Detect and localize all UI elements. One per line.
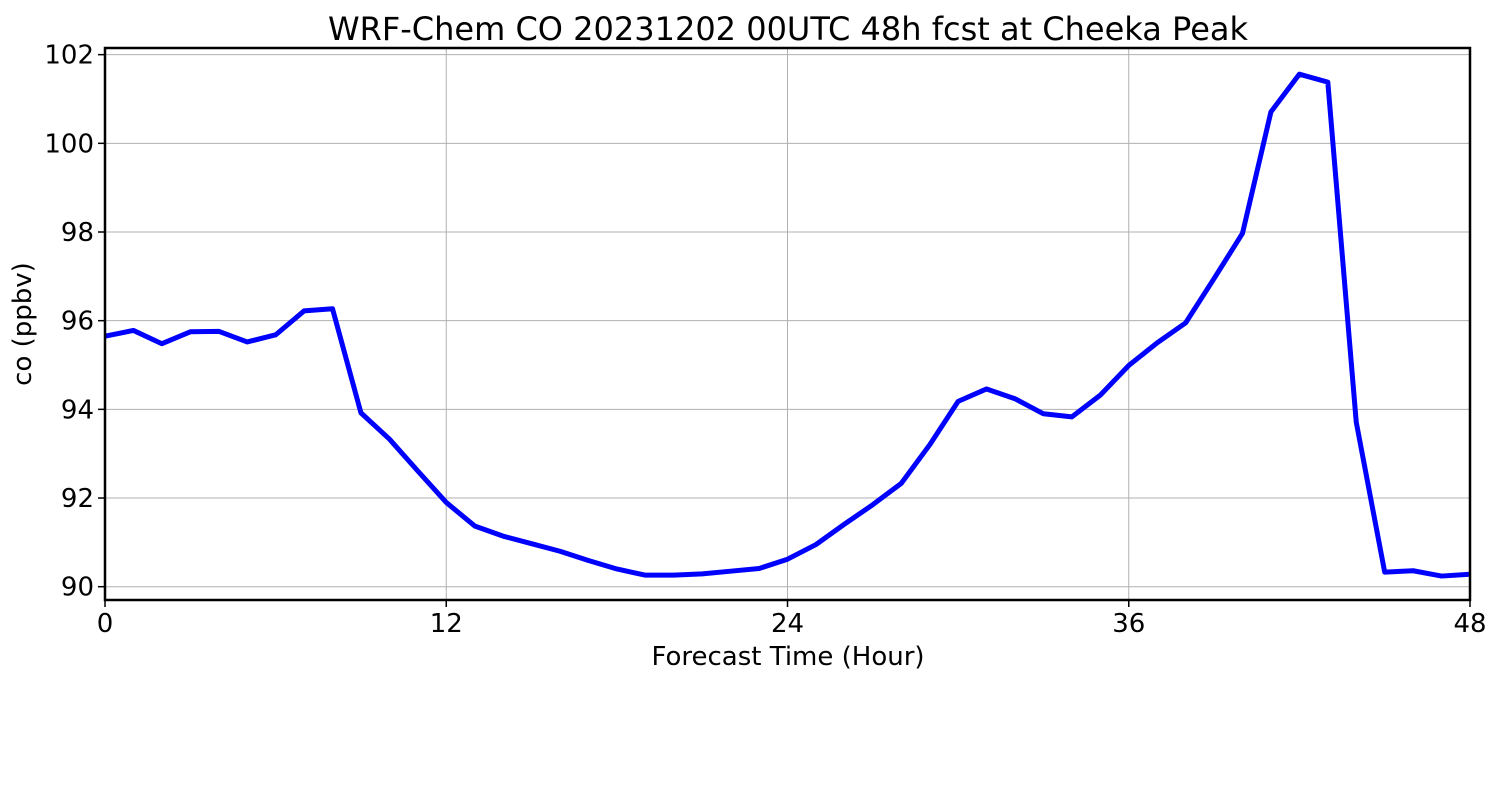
- ticks: 0 12 24 36 48 90 92 94 96 98 100 102: [44, 41, 1486, 639]
- y-tick-label: 100: [44, 129, 94, 159]
- x-axis-label: Forecast Time (Hour): [651, 642, 924, 672]
- y-tick-label: 96: [61, 307, 94, 337]
- y-tick-label: 102: [44, 41, 94, 71]
- x-tick-label: 36: [1112, 609, 1145, 639]
- y-tick-label: 98: [61, 218, 94, 248]
- x-tick-label: 0: [97, 609, 114, 639]
- y-tick-label: 94: [61, 395, 94, 425]
- x-tick-label: 48: [1453, 609, 1486, 639]
- series-layer: [104, 71, 1471, 579]
- y-tick-label: 90: [61, 573, 94, 603]
- co-series-line: [104, 71, 1471, 579]
- x-tick-label: 12: [430, 609, 463, 639]
- y-axis-label: co (ppbv): [8, 262, 38, 386]
- y-tick-label: 92: [61, 484, 94, 514]
- chart-title: WRF-Chem CO 20231202 00UTC 48h fcst at C…: [328, 10, 1249, 48]
- x-tick-label: 24: [771, 609, 804, 639]
